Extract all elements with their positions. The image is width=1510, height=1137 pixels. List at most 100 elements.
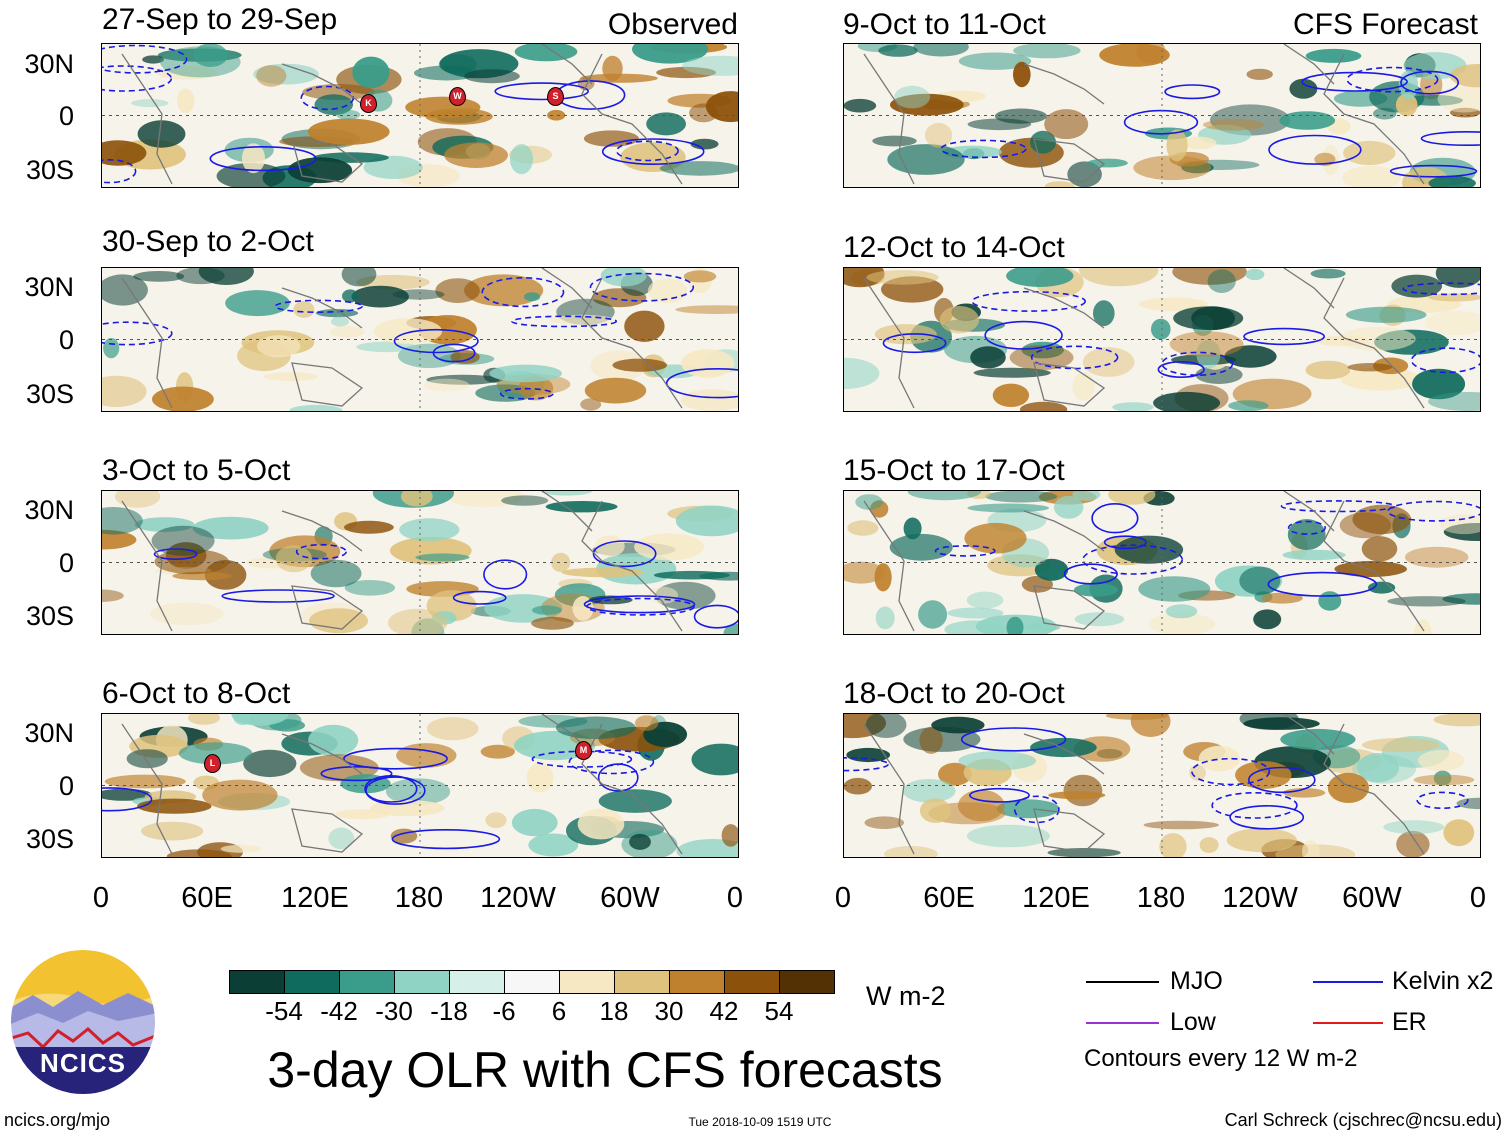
kelvin-contour xyxy=(1301,71,1408,92)
anomaly-patch xyxy=(373,318,443,345)
anomaly-patch xyxy=(555,716,636,740)
anomaly-patch xyxy=(872,135,917,147)
anomaly-patch xyxy=(400,491,433,507)
panel-title-fc-1: 9-Oct to 11-Oct xyxy=(843,8,1046,41)
anomaly-patch xyxy=(705,91,738,123)
anomaly-patch xyxy=(1305,360,1351,380)
anomaly-patch xyxy=(177,88,195,114)
anomaly-patch xyxy=(612,358,668,372)
kelvin-contour xyxy=(601,138,705,166)
coastline xyxy=(281,287,363,329)
anomaly-patch xyxy=(438,54,477,74)
anomaly-patch xyxy=(561,567,645,578)
anomaly-patch xyxy=(887,144,965,175)
anomaly-patch xyxy=(648,586,679,604)
coastline xyxy=(1283,714,1335,755)
anomaly-patch xyxy=(1253,609,1282,630)
anomaly-patch xyxy=(1196,339,1221,369)
anomaly-patch xyxy=(1418,749,1465,772)
anomaly-patch xyxy=(659,161,738,176)
anomaly-patch xyxy=(1148,613,1216,634)
footer-credit: Carl Schreck (cjschrec@ncsu.edu) xyxy=(1224,1110,1502,1130)
anomaly-patch xyxy=(1099,44,1170,67)
olr-anomaly-map xyxy=(102,714,738,857)
anomaly-patch xyxy=(342,289,359,303)
anomaly-patch xyxy=(1019,401,1068,411)
coastline xyxy=(1283,491,1335,532)
anomaly-patch xyxy=(242,143,265,174)
anomaly-patch xyxy=(958,751,1037,771)
anomaly-patch xyxy=(243,749,297,778)
anomaly-patch xyxy=(1282,549,1346,561)
coastline xyxy=(541,44,593,85)
coastline xyxy=(1033,362,1106,407)
anomaly-patch xyxy=(1108,491,1156,505)
anomaly-patch xyxy=(156,66,218,80)
kelvin-contour xyxy=(1030,345,1119,370)
anomaly-patch xyxy=(1442,593,1480,605)
lon-label-0: 0 xyxy=(1469,882,1487,914)
anomaly-patch xyxy=(1093,300,1115,327)
kelvin-contour xyxy=(221,589,335,603)
kelvin-contour xyxy=(1410,347,1480,374)
legend-label-kelvin: Kelvin x2 xyxy=(1392,967,1494,995)
anomaly-patch xyxy=(141,821,204,841)
anomaly-patch xyxy=(328,827,355,850)
anomaly-patch xyxy=(1391,274,1442,298)
kelvin-contour xyxy=(499,387,554,400)
anomaly-patch xyxy=(142,55,164,64)
anomaly-patch xyxy=(310,559,362,588)
anomaly-patch xyxy=(547,109,566,121)
anomaly-patch xyxy=(1315,335,1370,347)
anomaly-patch xyxy=(1013,61,1031,88)
anomaly-patch xyxy=(1246,68,1273,80)
coastline xyxy=(1023,287,1105,329)
anomaly-patch xyxy=(344,520,394,534)
anomaly-patch xyxy=(126,749,168,769)
anomaly-patch xyxy=(967,503,1049,513)
anomaly-patch xyxy=(484,594,563,623)
anomaly-patch xyxy=(551,552,571,572)
kelvin-contour xyxy=(1229,805,1305,830)
coastline xyxy=(863,723,915,855)
anomaly-patch xyxy=(944,620,1005,634)
kelvin-contour xyxy=(481,277,565,308)
anomaly-patch xyxy=(1305,48,1362,63)
coastline xyxy=(1323,277,1425,409)
anomaly-patch xyxy=(847,520,879,536)
lat-label-30s: 30S xyxy=(25,824,74,854)
anomaly-patch xyxy=(1342,165,1401,187)
kelvin-contour xyxy=(209,145,317,172)
kelvin-contour xyxy=(1346,66,1439,93)
anomaly-patch xyxy=(1112,402,1154,411)
anomaly-patch xyxy=(964,522,1027,554)
storm-marker-l: L xyxy=(204,754,221,773)
anomaly-patch xyxy=(874,563,892,592)
anomaly-patch xyxy=(415,553,470,562)
lon-label-180: 180 xyxy=(1136,882,1186,914)
anomaly-patch xyxy=(1433,714,1480,727)
anomaly-patch xyxy=(1428,293,1480,302)
anomaly-patch xyxy=(966,824,1050,848)
anomaly-patch xyxy=(1439,514,1480,535)
anomaly-patch xyxy=(1207,269,1236,293)
anomaly-patch xyxy=(489,364,562,383)
anomaly-patch xyxy=(509,144,534,175)
panel-title-fc-4: 18-Oct to 20-Oct xyxy=(843,677,1065,710)
kelvin-contour xyxy=(589,272,695,302)
map-panel-obs-4 xyxy=(101,713,739,858)
anomaly-patch xyxy=(1114,535,1184,564)
anomaly-patch xyxy=(103,337,120,359)
anomaly-patch xyxy=(690,138,719,150)
lon-label-120w: 120W xyxy=(480,882,556,914)
legend-line-er xyxy=(1313,1022,1383,1024)
anomaly-patch xyxy=(1021,341,1064,359)
anomaly-patch xyxy=(584,377,647,404)
anomaly-patch xyxy=(396,743,457,768)
anomaly-patch xyxy=(1182,136,1217,150)
kelvin-contour xyxy=(1420,131,1480,146)
anomaly-patch xyxy=(865,714,907,738)
anomaly-patch xyxy=(1138,576,1211,602)
kelvin-contour xyxy=(102,159,137,184)
kelvin-contour xyxy=(592,540,657,568)
